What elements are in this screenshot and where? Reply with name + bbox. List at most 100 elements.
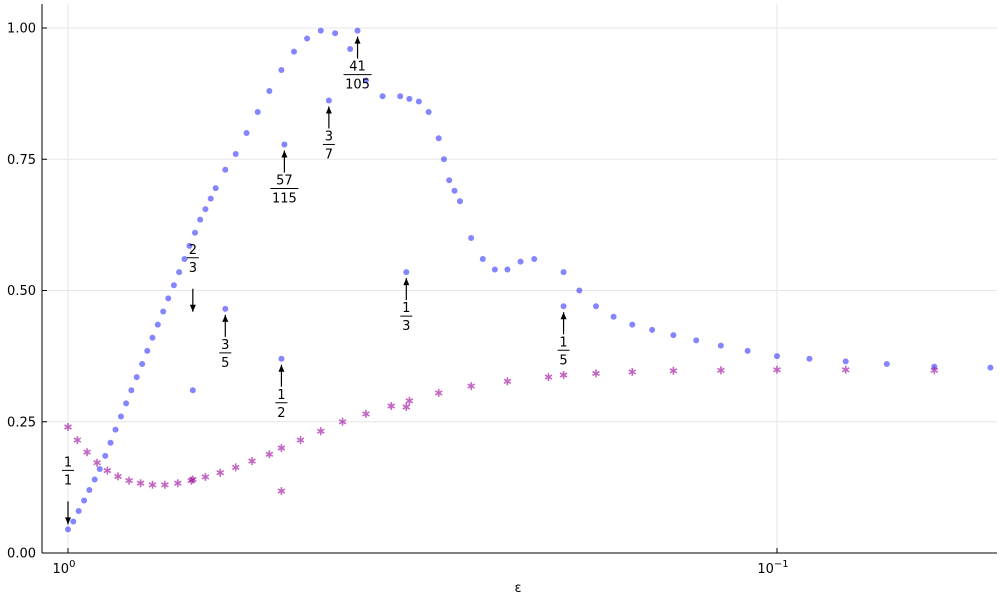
data-point [189,387,196,394]
y-tick-label: 0.25 [7,415,36,430]
data-point [593,303,600,310]
data-point [93,458,101,467]
annotation-fraction: 23 [186,243,199,312]
data-point [192,229,199,236]
data-point [717,342,724,349]
data-point [456,198,463,205]
annotation-arrow-head [65,517,71,525]
data-point [841,365,850,374]
data-point [231,463,240,472]
data-point [149,334,156,341]
data-point [70,518,77,525]
data-point [281,141,288,148]
annotation-numerator: 3 [221,338,229,353]
data-point [133,374,140,381]
data-point [446,177,453,184]
data-point [316,427,325,436]
annotation-denominator: 105 [345,78,370,93]
data-point [278,67,285,73]
data-point [362,77,369,84]
data-point [248,457,256,466]
data-point [139,361,146,367]
data-point [197,216,204,223]
y-tick-label: 1.00 [7,22,36,37]
data-point [415,98,422,105]
data-point [317,27,324,34]
series-layer [64,27,994,533]
data-point [405,396,414,405]
data-point [144,347,151,354]
data-point [592,369,600,378]
annotation-numerator: 1 [559,335,567,350]
annotation-arrow-head [325,106,332,114]
data-point [434,388,443,397]
data-point [173,479,182,488]
data-point [170,282,177,289]
data-point [774,353,780,360]
data-point [693,337,700,344]
annotation-arrow-head [403,278,410,286]
data-point [91,476,98,483]
data-point [468,235,475,241]
data-point [531,256,538,262]
annotation-numerator: 57 [276,174,293,189]
data-point [202,206,209,213]
data-point [243,130,250,136]
data-point [254,109,261,115]
data-point [232,151,239,157]
data-point [930,366,939,375]
data-point [362,409,370,418]
data-point [148,480,157,489]
data-point [435,135,442,142]
data-point [160,308,167,315]
annotation-arrow-head [222,314,229,322]
data-point [325,97,332,104]
annotation-arrow-head [278,364,285,372]
data-point [266,88,273,94]
data-point [670,332,677,339]
data-point [716,366,725,375]
annotation-denominator: 7 [325,147,333,162]
data-point [265,450,274,459]
data-point [81,497,88,504]
data-point [64,423,72,431]
data-point [154,321,161,328]
data-point [425,109,432,115]
data-point [744,347,751,354]
data-point [669,366,678,375]
data-point [576,287,583,294]
axes [41,4,997,554]
annotation-fraction: 15 [557,312,570,368]
data-point [176,269,183,276]
data-point [277,444,286,452]
data-point [406,95,413,102]
data-point [277,487,286,496]
data-point [883,361,890,367]
data-point [338,417,347,426]
tick-labels: 0.00 0.25 0.50 0.75 1.00 100 10−1 [7,22,789,578]
annotation-fraction: 37 [322,106,335,162]
annotation-denominator: 1 [64,473,72,488]
data-point [201,472,210,481]
data-point [136,479,145,488]
data-point [403,269,410,276]
annotation-fraction: 13 [400,278,413,334]
data-point [112,426,119,433]
y-tick-label: 0.00 [7,547,36,562]
data-point [560,303,567,310]
data-point [503,377,512,386]
data-point [73,436,82,445]
annotation-fraction: 12 [275,364,288,421]
data-point [186,242,193,249]
data-point [629,321,636,328]
annotation-numerator: 1 [277,388,285,403]
data-point [544,373,553,382]
x-axis-label: ε [514,581,521,596]
data-point [181,256,188,262]
data-point [451,187,458,194]
annotation-arrow-head [354,36,361,44]
data-point [107,439,114,446]
series-stars [64,365,939,496]
